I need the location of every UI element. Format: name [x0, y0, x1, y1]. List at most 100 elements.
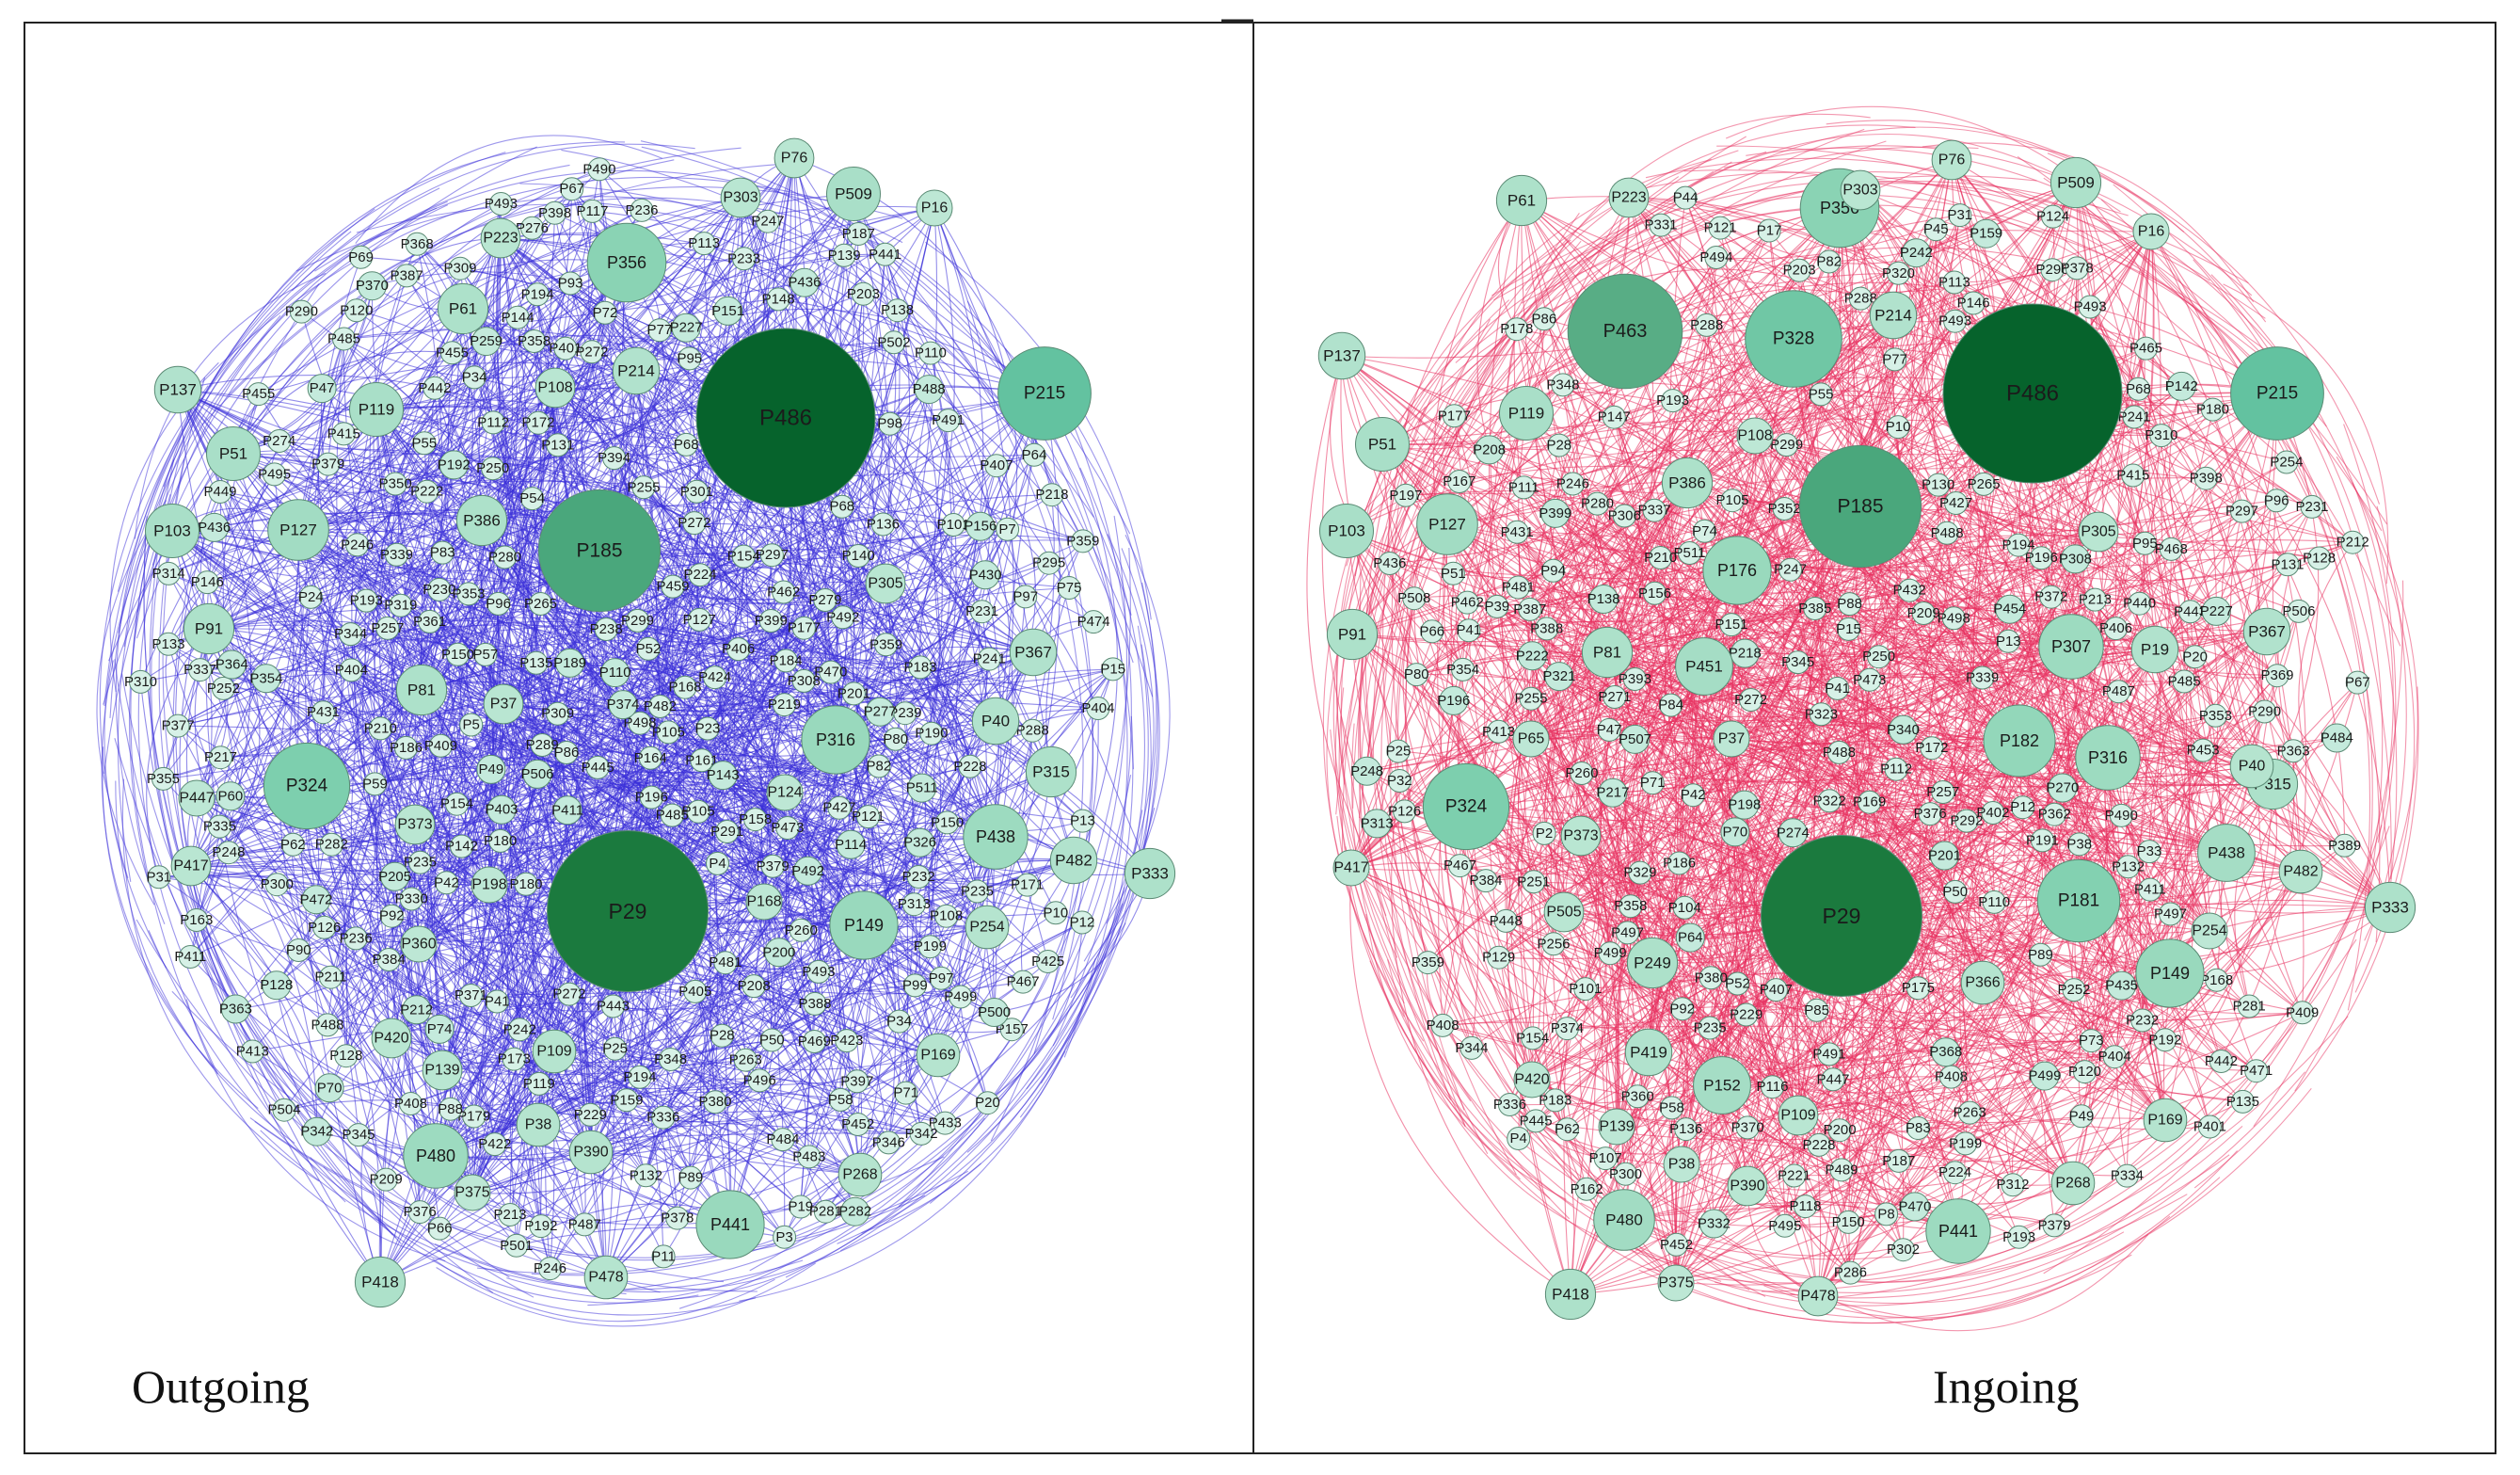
node-label: P80: [1404, 666, 1429, 682]
network-node: P88: [1837, 592, 1862, 617]
node-label: P74: [427, 1021, 453, 1037]
network-node: P208: [738, 974, 771, 999]
node-label: P506: [520, 766, 553, 782]
network-node: P236: [340, 926, 373, 951]
node-label: P308: [788, 673, 821, 689]
network-node: P485: [656, 803, 689, 827]
network-node: P229: [574, 1102, 607, 1127]
network-node: P455: [436, 341, 469, 365]
node-label: P286: [1834, 1265, 1867, 1281]
network-node: P413: [236, 1039, 269, 1064]
network-node: P20: [2182, 645, 2208, 669]
node-label: P255: [1514, 691, 1547, 707]
node-label: P399: [1539, 505, 1571, 521]
network-node: P217: [204, 746, 237, 770]
node-label: P58: [828, 1092, 853, 1108]
node-label: P406: [2099, 620, 2132, 636]
node-label: P54: [519, 490, 545, 506]
node-label: P452: [1660, 1237, 1693, 1253]
node-label: P280: [488, 550, 521, 566]
node-label: P138: [881, 302, 914, 318]
node-label: P290: [285, 304, 318, 320]
network-node: P150: [441, 642, 474, 666]
network-node: P272: [552, 982, 585, 1006]
network-node: P196: [635, 785, 668, 810]
network-node: P280: [488, 545, 521, 569]
hub-node: P38: [516, 1102, 561, 1147]
network-node: P93: [558, 271, 582, 296]
node-label: P250: [476, 460, 509, 476]
network-node: P172: [521, 410, 555, 435]
node-label: P4: [1510, 1130, 1527, 1146]
network-edge: [297, 780, 786, 951]
node-label: P175: [1902, 980, 1935, 996]
network-node: P135: [2226, 1089, 2259, 1114]
network-node: P247: [751, 209, 784, 233]
node-label: P29: [609, 899, 647, 923]
node-label: P333: [1131, 865, 1169, 883]
node-label: P144: [502, 310, 534, 326]
node-label: P149: [844, 916, 884, 935]
node-label: P210: [1644, 550, 1677, 566]
network-node: P17: [1757, 218, 1781, 243]
network-node: P399: [755, 609, 788, 633]
network-node: P209: [1907, 601, 1940, 625]
node-label: P372: [2034, 589, 2067, 605]
node-label: P230: [423, 582, 455, 598]
network-node: P441: [869, 242, 901, 266]
node-label: P29: [1823, 904, 1861, 928]
network-node: P194: [623, 1065, 656, 1089]
node-label: P143: [707, 767, 740, 783]
network-node: P200: [1824, 1118, 1857, 1143]
node-label: P256: [1537, 936, 1570, 952]
node-label: P497: [1611, 924, 1644, 940]
node-label: P73: [2079, 1033, 2104, 1049]
node-label: P85: [1804, 1002, 1829, 1018]
network-node: P431: [1501, 520, 1534, 544]
node-label: P405: [678, 984, 711, 1000]
node-label: P498: [1938, 610, 1970, 626]
node-label: P75: [1057, 580, 1082, 596]
network-node: P281: [2233, 994, 2266, 1018]
node-label: P252: [2057, 982, 2090, 998]
node-label: P490: [582, 161, 615, 177]
network-node: P71: [1640, 771, 1666, 795]
node-label: P183: [1539, 1092, 1571, 1108]
network-node: P405: [678, 979, 711, 1003]
node-label: P408: [1427, 1018, 1459, 1034]
node-label: P200: [1824, 1122, 1857, 1138]
network-node: P34: [886, 1009, 912, 1034]
network-node: P496: [743, 1068, 776, 1093]
network-node: P180: [509, 872, 543, 896]
network-node: P254: [2270, 450, 2303, 474]
network-node: P138: [881, 298, 914, 323]
network-edge: [177, 374, 695, 524]
network-node: P77: [1882, 347, 1907, 372]
network-node: P372: [2034, 585, 2067, 609]
network-node: P501: [500, 1233, 533, 1258]
node-label: P309: [443, 261, 476, 277]
network-node: P82: [1816, 249, 1842, 274]
node-label: P130: [1922, 477, 1954, 493]
node-label: P11: [651, 1248, 676, 1264]
node-label: P242: [503, 1021, 536, 1037]
network-node: P345: [1781, 650, 1814, 675]
network-node: P376: [1914, 802, 1947, 826]
network-node: P436: [1373, 552, 1406, 575]
node-label: P181: [2058, 891, 2099, 911]
node-label: P402: [1976, 805, 2009, 821]
node-label: P80: [883, 731, 908, 747]
node-label: P363: [219, 1002, 252, 1018]
node-label: P486: [759, 406, 812, 431]
network-node: P360: [1621, 1084, 1654, 1109]
network-edge: [171, 530, 568, 811]
node-label: P499: [2028, 1068, 2061, 1084]
network-node: P241: [2118, 405, 2151, 429]
node-label: P260: [785, 922, 818, 938]
network-node: P162: [1571, 1177, 1603, 1201]
node-label: P231: [2295, 499, 2328, 515]
network-node: P164: [634, 746, 667, 770]
node-label: P116: [1757, 1079, 1789, 1095]
node-label: P377: [162, 718, 195, 734]
node-label: P42: [434, 874, 459, 890]
